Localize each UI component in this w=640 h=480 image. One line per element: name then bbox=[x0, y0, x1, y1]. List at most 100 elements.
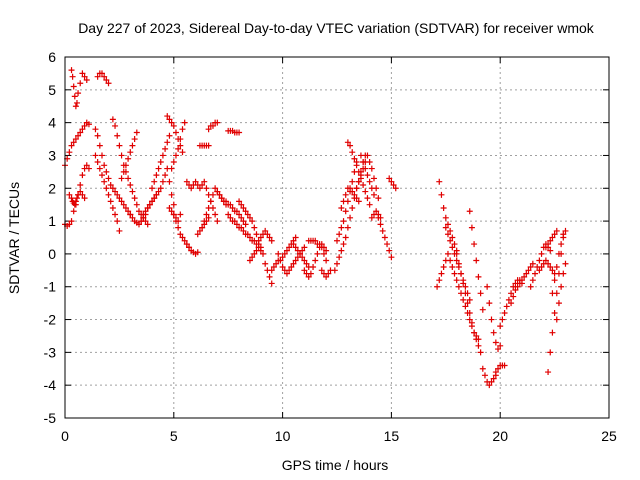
data-point bbox=[72, 136, 79, 143]
data-point bbox=[545, 369, 552, 376]
data-point bbox=[114, 218, 121, 225]
data-point bbox=[98, 70, 105, 77]
data-point bbox=[216, 191, 223, 198]
data-point bbox=[103, 185, 110, 192]
data-point bbox=[181, 119, 188, 126]
data-point bbox=[205, 204, 212, 211]
data-point bbox=[353, 162, 360, 169]
data-point bbox=[251, 250, 258, 257]
data-point bbox=[140, 211, 147, 218]
data-point bbox=[66, 191, 73, 198]
data-point bbox=[340, 241, 347, 248]
data-point bbox=[336, 254, 343, 261]
data-point bbox=[273, 260, 280, 267]
series-arc-g bbox=[92, 152, 123, 234]
series-arc-aq bbox=[434, 250, 465, 297]
data-point bbox=[266, 273, 273, 280]
data-point bbox=[83, 76, 90, 83]
data-point bbox=[201, 218, 208, 225]
data-point bbox=[175, 145, 182, 152]
data-point bbox=[205, 214, 212, 221]
data-point bbox=[253, 231, 260, 238]
data-point bbox=[120, 168, 127, 175]
data-point bbox=[479, 365, 486, 372]
data-point bbox=[364, 172, 371, 179]
series-arc-ak bbox=[344, 139, 373, 208]
data-point bbox=[305, 273, 312, 280]
data-point bbox=[477, 290, 484, 297]
data-point bbox=[268, 267, 275, 274]
data-point bbox=[488, 316, 495, 323]
series-arc-k bbox=[138, 165, 177, 225]
series-arc-bd bbox=[542, 227, 560, 251]
data-point bbox=[475, 273, 482, 280]
data-point bbox=[551, 309, 558, 316]
x-tick-label: 20 bbox=[492, 428, 508, 444]
data-point bbox=[453, 250, 460, 257]
data-point bbox=[177, 231, 184, 238]
data-point bbox=[209, 122, 216, 129]
series-arc-an bbox=[368, 208, 384, 221]
data-point bbox=[186, 244, 193, 251]
data-point bbox=[558, 283, 565, 290]
data-point bbox=[516, 280, 523, 287]
data-point bbox=[310, 264, 317, 271]
data-point bbox=[492, 339, 499, 346]
data-point bbox=[96, 165, 103, 172]
data-point bbox=[101, 178, 108, 185]
data-point bbox=[233, 208, 240, 215]
data-point bbox=[262, 227, 269, 234]
data-point bbox=[340, 198, 347, 205]
data-point bbox=[201, 178, 208, 185]
data-point bbox=[277, 257, 284, 264]
data-point bbox=[125, 208, 132, 215]
data-point bbox=[94, 132, 101, 139]
data-point bbox=[495, 346, 502, 353]
data-point bbox=[510, 293, 517, 300]
data-point bbox=[166, 204, 173, 211]
series-arc-ad bbox=[290, 241, 312, 271]
data-point bbox=[466, 208, 473, 215]
data-point bbox=[79, 191, 86, 198]
data-point bbox=[68, 67, 75, 74]
data-point bbox=[344, 139, 351, 146]
data-point bbox=[475, 336, 482, 343]
data-point bbox=[384, 241, 391, 248]
data-point bbox=[142, 208, 149, 215]
series-arc-n bbox=[168, 119, 188, 172]
series-arc-ao bbox=[375, 214, 395, 261]
grid-lines bbox=[65, 57, 609, 418]
data-point bbox=[238, 214, 245, 221]
data-point bbox=[118, 152, 125, 159]
data-point bbox=[266, 234, 273, 241]
data-point bbox=[370, 191, 377, 198]
data-point bbox=[212, 211, 219, 218]
data-point bbox=[468, 224, 475, 231]
data-point bbox=[168, 119, 175, 126]
data-point bbox=[159, 178, 166, 185]
data-point bbox=[366, 178, 373, 185]
data-point bbox=[118, 198, 125, 205]
data-point bbox=[486, 382, 493, 389]
data-point bbox=[127, 149, 134, 156]
data-point bbox=[199, 181, 206, 188]
series-arc-v bbox=[205, 119, 221, 133]
series-arc-bb bbox=[527, 241, 554, 290]
data-point bbox=[166, 132, 173, 139]
data-point bbox=[240, 204, 247, 211]
data-point bbox=[475, 342, 482, 349]
data-point bbox=[292, 257, 299, 264]
data-point bbox=[214, 188, 221, 195]
data-point bbox=[514, 283, 521, 290]
series-arc-q bbox=[183, 241, 201, 257]
data-point bbox=[532, 270, 539, 277]
data-point bbox=[75, 90, 82, 97]
data-point bbox=[320, 250, 327, 257]
data-point bbox=[440, 204, 447, 211]
y-tick-label: 0 bbox=[48, 246, 56, 262]
data-point bbox=[107, 198, 114, 205]
data-point bbox=[436, 178, 443, 185]
data-point bbox=[314, 250, 321, 257]
data-point bbox=[473, 257, 480, 264]
data-point bbox=[464, 309, 471, 316]
